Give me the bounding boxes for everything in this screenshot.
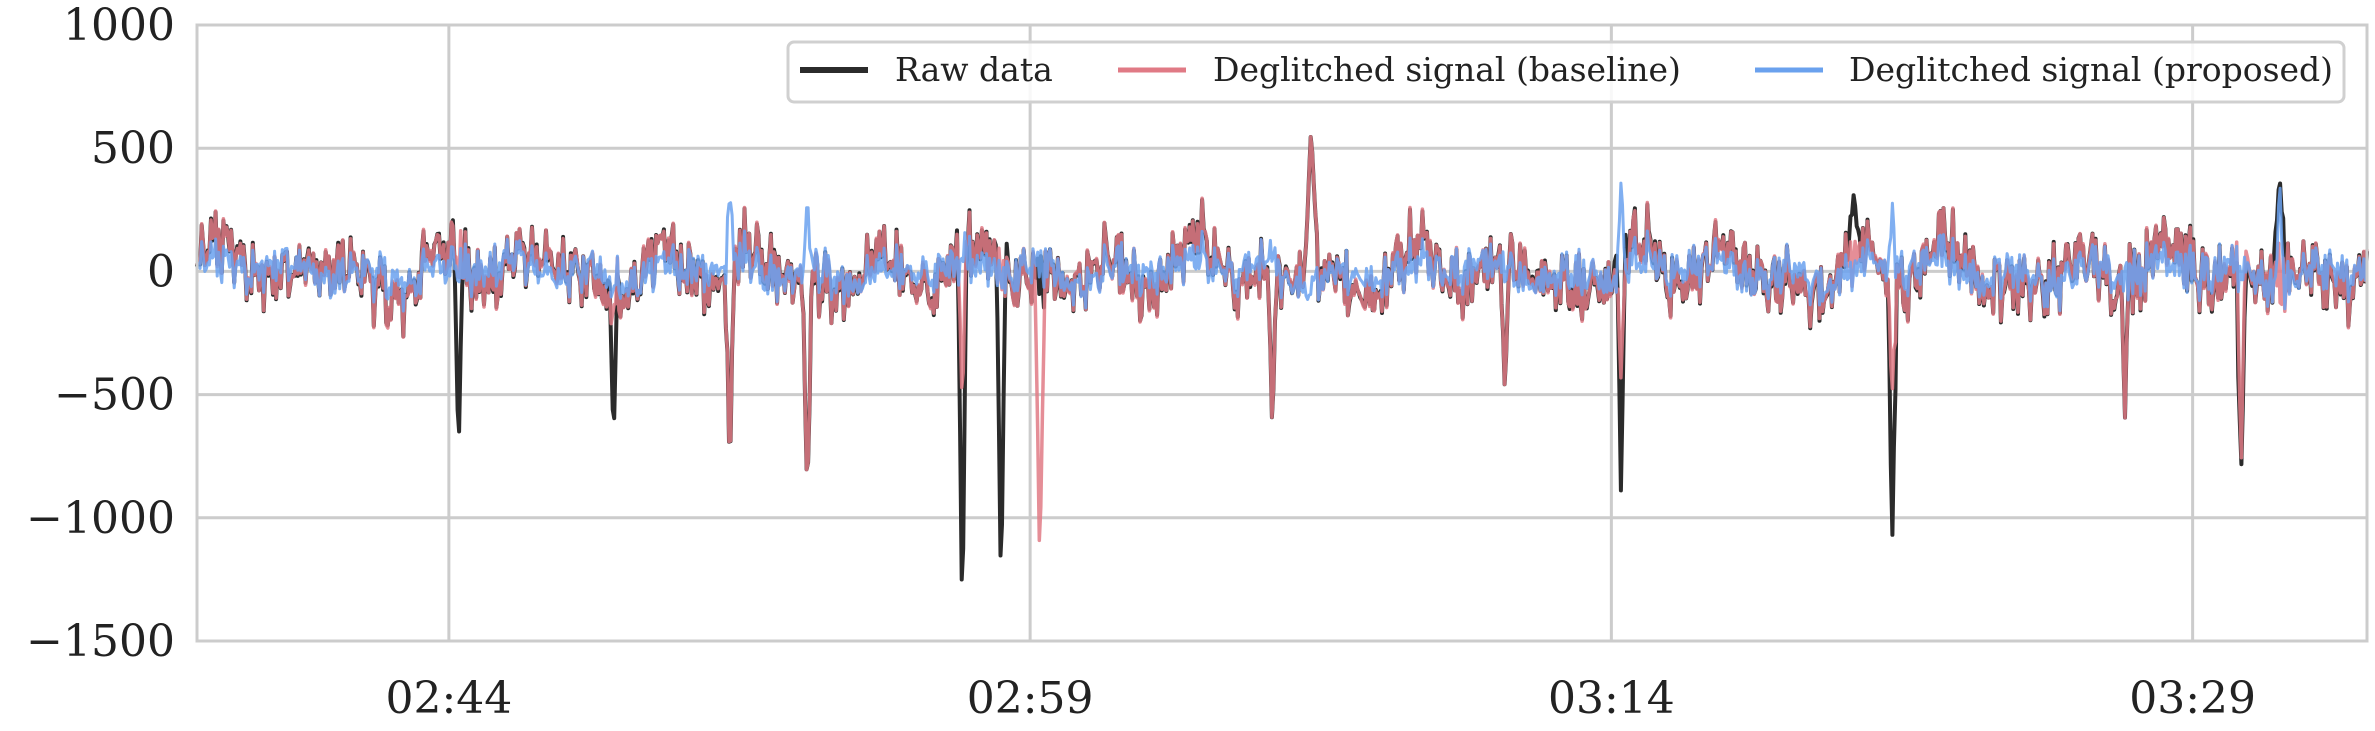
y-tick-label: 1000 [63,0,175,51]
legend: Raw data Deglitched signal (baseline) De… [786,40,2346,104]
legend-box [786,40,2346,104]
series-line-2 [195,181,2369,313]
x-tick-label: 03:29 [2129,673,2256,724]
x-tick-label: 02:59 [967,673,1094,724]
legend-label-proposed: Deglitched signal (proposed) [1849,50,2333,89]
y-tick-label: −500 [54,370,175,421]
series-layer [195,135,2369,582]
y-tick-label: 0 [147,246,175,297]
grid [197,23,2367,643]
y-axis-ticks: 1000 500 0 −500 −1000 −1500 [26,0,175,667]
plot-frame [195,23,2369,643]
y-tick-label: −1000 [26,493,175,544]
legend-label-raw: Raw data [895,50,1053,89]
legend-label-baseline: Deglitched signal (baseline) [1213,50,1681,89]
y-tick-label: 500 [91,123,175,174]
x-tick-label: 03:14 [1548,673,1675,724]
y-tick-label: −1500 [26,616,175,667]
series-line-1 [195,135,2369,543]
x-axis-ticks: 02:44 02:59 03:14 03:29 [385,673,2256,724]
x-tick-label: 02:44 [385,673,512,724]
series-line-0 [195,135,2369,582]
